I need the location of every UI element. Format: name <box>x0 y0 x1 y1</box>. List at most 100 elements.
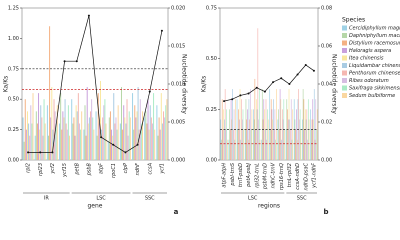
bar <box>75 105 77 160</box>
x-tick-label: ndhC-trnV <box>271 162 277 188</box>
bar <box>262 119 264 160</box>
bar <box>40 105 42 160</box>
legend-swatch <box>342 55 347 61</box>
bar <box>32 93 34 160</box>
bar <box>292 109 294 160</box>
y2-tick-label: 0.020 <box>171 6 185 12</box>
bar <box>44 123 46 160</box>
legend-label: Distylium racemosum <box>349 41 400 47</box>
bar <box>30 105 32 160</box>
diversity-point <box>39 151 42 154</box>
x-tick-label: ycf1 <box>159 163 165 175</box>
bar <box>241 119 243 160</box>
bar <box>111 129 113 160</box>
bar <box>96 135 98 160</box>
bar <box>25 129 27 160</box>
bar <box>59 123 61 160</box>
bar <box>294 119 296 160</box>
bar <box>298 89 299 160</box>
x-tick-label: psbM-trnD <box>262 163 268 190</box>
bar <box>97 93 99 160</box>
bar <box>303 99 305 160</box>
x-tick-label: psbI-trnS <box>230 162 236 186</box>
bar <box>43 99 45 160</box>
diversity-point <box>263 90 266 93</box>
bar <box>240 139 242 160</box>
region-label: IR <box>44 196 49 202</box>
y2-tick-label: 0.04 <box>321 82 332 88</box>
bar <box>296 139 298 160</box>
bar <box>279 129 280 160</box>
bar <box>86 87 88 160</box>
bar <box>239 89 241 160</box>
bar <box>272 119 274 160</box>
bar <box>224 89 226 160</box>
bar <box>267 109 268 160</box>
bar <box>64 99 66 160</box>
bar <box>61 129 63 160</box>
x-tick-label: atpF-atpH <box>222 163 228 188</box>
bar <box>259 139 261 160</box>
y2-tick-label: 0.015 <box>171 44 185 50</box>
bar <box>308 119 310 160</box>
bar <box>108 117 110 160</box>
bar <box>153 93 155 160</box>
legend-swatch <box>342 48 347 53</box>
diversity-point <box>100 136 103 139</box>
bar <box>149 105 151 160</box>
bar <box>139 99 141 160</box>
bar <box>267 119 269 160</box>
legend-swatch <box>342 63 347 68</box>
x-tick-label: trnL-rpl32 <box>287 163 293 187</box>
diversity-line <box>28 15 163 153</box>
bar <box>302 89 304 160</box>
diversity-point <box>312 69 315 72</box>
bar <box>52 129 54 160</box>
bar <box>51 87 53 160</box>
bar <box>278 109 279 160</box>
bar <box>88 117 90 160</box>
x-tick-label: ycf1-ndhF <box>311 163 317 189</box>
bar <box>288 89 290 160</box>
x-tick-label: ndhD-psaC <box>303 162 309 190</box>
legend-label: Liquidambar chinensis <box>349 63 400 69</box>
bar <box>90 111 92 160</box>
bar <box>137 87 139 160</box>
bar <box>98 123 100 160</box>
bar <box>71 99 73 160</box>
bar <box>232 89 233 160</box>
y-tick-label: 0.75 <box>8 66 19 72</box>
bar <box>282 119 284 160</box>
bar <box>261 89 263 160</box>
diversity-point <box>63 60 66 63</box>
bar <box>253 109 254 160</box>
bar <box>220 119 222 160</box>
bar <box>78 123 80 160</box>
bar <box>229 109 230 160</box>
bar <box>120 87 122 160</box>
bar <box>165 105 167 160</box>
x-tick-label: clpP <box>123 163 129 173</box>
diversity-point <box>296 73 299 76</box>
bar <box>238 109 239 160</box>
bar <box>74 135 76 160</box>
diversity-point <box>160 29 163 32</box>
diversity-point <box>124 151 127 154</box>
bar <box>159 129 161 160</box>
diversity-point <box>136 143 139 146</box>
bar <box>276 89 277 160</box>
plot-background <box>219 7 319 161</box>
plot-background <box>21 7 169 161</box>
bar <box>136 111 138 160</box>
bar <box>101 129 103 160</box>
bar <box>256 109 258 160</box>
bar <box>42 135 44 160</box>
bar <box>38 93 40 160</box>
legend-swatch <box>342 93 347 98</box>
bar <box>147 99 149 160</box>
x-tick-label: ccsA-ndhD <box>295 163 301 190</box>
x-axis-title: regions <box>258 203 280 210</box>
bar <box>266 139 268 160</box>
bar <box>295 129 297 160</box>
bar <box>123 105 125 160</box>
